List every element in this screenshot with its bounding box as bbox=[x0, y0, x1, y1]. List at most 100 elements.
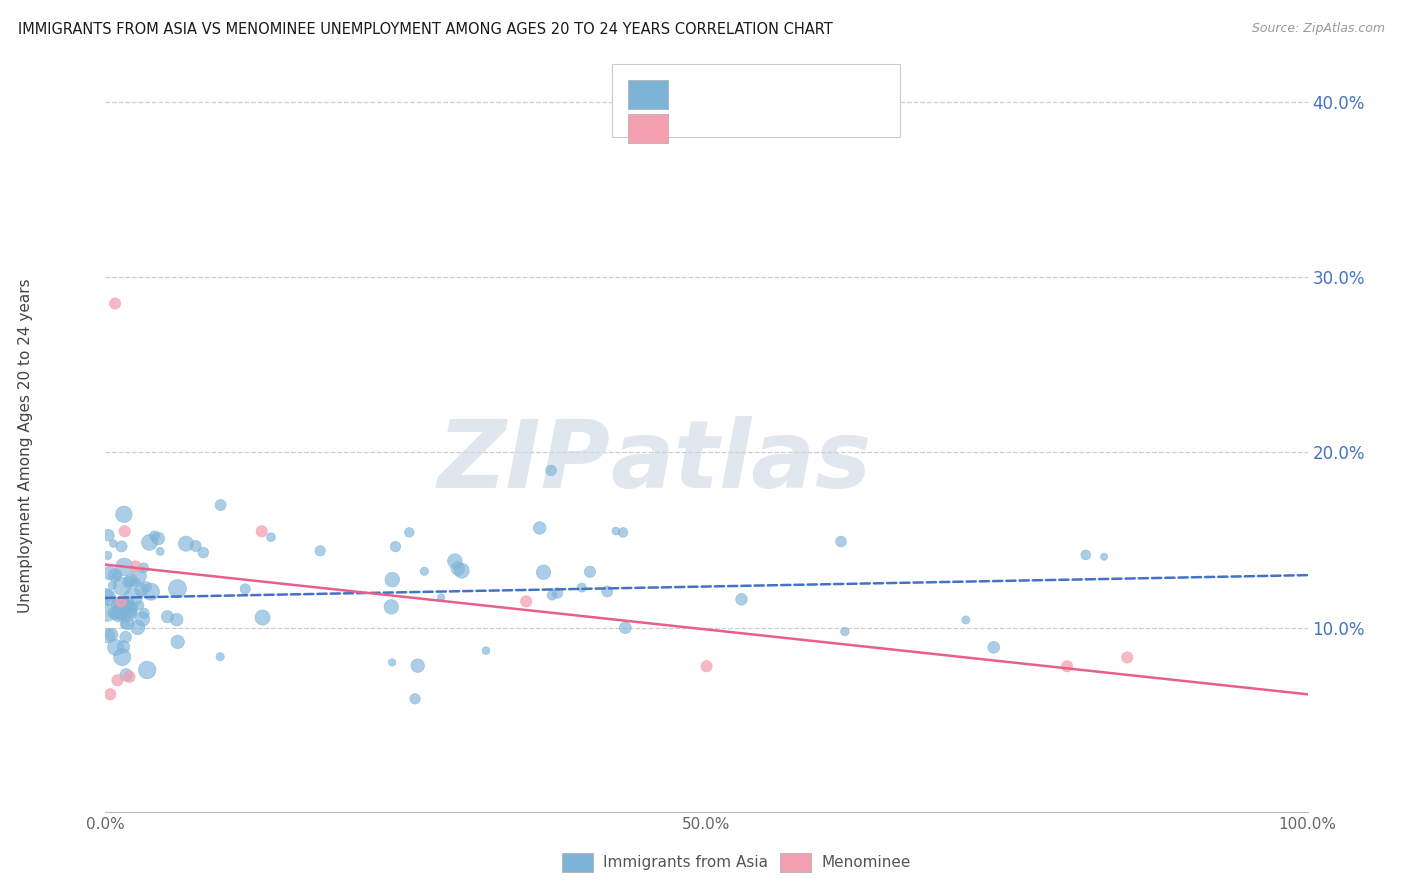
Point bbox=[115, 598, 138, 612]
Text: Unemployment Among Ages 20 to 24 years: Unemployment Among Ages 20 to 24 years bbox=[18, 278, 32, 614]
Point bbox=[117, 606, 139, 620]
Point bbox=[430, 591, 453, 605]
Point bbox=[101, 606, 124, 620]
Point bbox=[404, 691, 426, 706]
Point bbox=[475, 643, 498, 657]
Point bbox=[112, 640, 135, 654]
Point bbox=[166, 635, 188, 649]
Point bbox=[96, 605, 118, 619]
Point bbox=[533, 566, 555, 580]
Point bbox=[128, 599, 150, 613]
Point bbox=[1092, 549, 1115, 564]
Point bbox=[174, 537, 197, 551]
Point bbox=[1056, 659, 1078, 673]
Text: Immigrants from Asia: Immigrants from Asia bbox=[603, 855, 768, 870]
Point bbox=[148, 532, 170, 546]
Point bbox=[166, 613, 188, 627]
Point bbox=[105, 568, 128, 582]
Point bbox=[730, 592, 752, 607]
Point bbox=[540, 463, 562, 477]
Point bbox=[309, 544, 332, 558]
Point bbox=[98, 687, 121, 701]
Point bbox=[107, 598, 129, 612]
Point bbox=[209, 498, 232, 512]
Point bbox=[108, 609, 131, 624]
Point bbox=[114, 524, 136, 539]
Point bbox=[384, 540, 406, 554]
Point bbox=[110, 594, 132, 608]
Point bbox=[101, 578, 124, 592]
Point bbox=[406, 658, 429, 673]
Point bbox=[104, 640, 127, 655]
Point bbox=[381, 656, 404, 670]
Point bbox=[127, 620, 149, 634]
Point bbox=[444, 554, 467, 568]
Point bbox=[111, 650, 134, 665]
Point bbox=[112, 595, 135, 609]
Point bbox=[117, 602, 139, 616]
Point bbox=[955, 613, 977, 627]
Point bbox=[138, 535, 160, 549]
Point bbox=[398, 525, 420, 540]
Point bbox=[114, 617, 136, 632]
Point bbox=[117, 616, 139, 631]
Point bbox=[118, 670, 141, 684]
Point bbox=[118, 602, 141, 616]
Point bbox=[111, 579, 134, 593]
Point bbox=[110, 540, 132, 554]
Point bbox=[110, 607, 132, 622]
Point bbox=[96, 629, 118, 643]
Point bbox=[111, 599, 134, 614]
Text: Menominee: Menominee bbox=[821, 855, 911, 870]
Point bbox=[132, 561, 155, 575]
Point bbox=[103, 536, 125, 550]
Point bbox=[114, 630, 136, 644]
Point bbox=[115, 668, 138, 682]
Point bbox=[450, 564, 472, 578]
Point bbox=[104, 608, 127, 623]
Text: atlas: atlas bbox=[610, 416, 872, 508]
Point bbox=[131, 612, 153, 626]
Point bbox=[118, 575, 141, 590]
Point bbox=[209, 649, 232, 664]
Point bbox=[1074, 548, 1097, 562]
Point bbox=[97, 528, 120, 542]
Text: R =  0.056   N = 99: R = 0.056 N = 99 bbox=[682, 87, 839, 102]
Point bbox=[108, 606, 131, 620]
Point bbox=[612, 525, 634, 540]
Point bbox=[112, 560, 135, 574]
Point bbox=[112, 508, 135, 522]
Point bbox=[596, 584, 619, 599]
Point bbox=[541, 588, 564, 602]
Point bbox=[125, 575, 148, 590]
Text: IMMIGRANTS FROM ASIA VS MENOMINEE UNEMPLOYMENT AMONG AGES 20 TO 24 YEARS CORRELA: IMMIGRANTS FROM ASIA VS MENOMINEE UNEMPL… bbox=[18, 22, 832, 37]
Point bbox=[100, 628, 122, 642]
Point bbox=[983, 640, 1005, 655]
Point bbox=[1116, 650, 1139, 665]
Point bbox=[97, 549, 120, 563]
Point bbox=[96, 588, 118, 602]
Point bbox=[143, 529, 166, 543]
Point bbox=[447, 561, 470, 575]
Point bbox=[184, 539, 207, 553]
Point bbox=[108, 602, 131, 616]
Point bbox=[124, 559, 146, 574]
Text: ZIP: ZIP bbox=[437, 416, 610, 508]
Point bbox=[166, 582, 188, 596]
Point bbox=[122, 591, 145, 605]
Point bbox=[149, 544, 172, 558]
Text: Source: ZipAtlas.com: Source: ZipAtlas.com bbox=[1251, 22, 1385, 36]
Point bbox=[830, 534, 852, 549]
Point bbox=[252, 610, 274, 624]
Point bbox=[104, 568, 127, 582]
Point bbox=[614, 621, 637, 635]
Point bbox=[696, 659, 718, 673]
Point bbox=[250, 524, 273, 539]
Point bbox=[156, 609, 179, 624]
Point bbox=[260, 530, 283, 544]
Point bbox=[381, 573, 404, 587]
Point bbox=[107, 673, 129, 688]
Point bbox=[193, 545, 215, 559]
Point bbox=[834, 624, 856, 639]
Point bbox=[605, 524, 627, 538]
